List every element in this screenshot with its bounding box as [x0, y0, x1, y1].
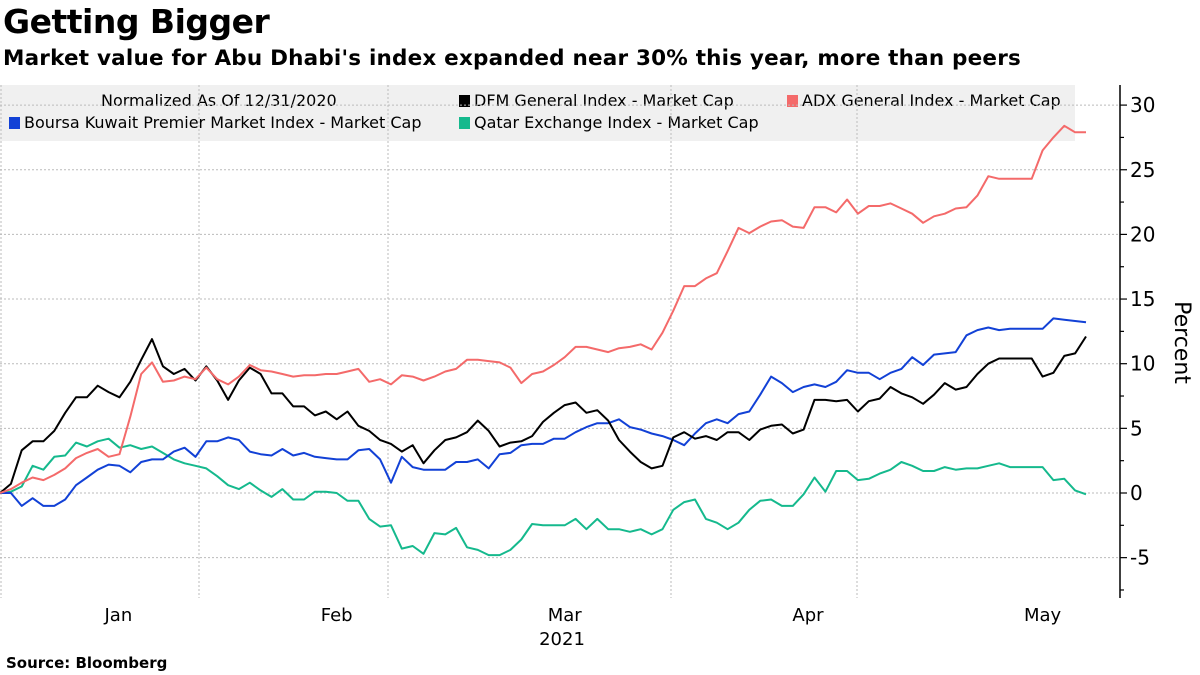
- legend-item-kuwait: Boursa Kuwait Premier Market Index - Mar…: [9, 113, 422, 132]
- legend-swatch-kuwait: [9, 116, 20, 129]
- x-tick-label: Jan: [103, 605, 132, 626]
- series-line-adx: [0, 124, 1086, 494]
- y-tick-label: 25: [1130, 158, 1155, 182]
- y-tick-label: 20: [1130, 222, 1155, 246]
- y-tick-label: -5: [1130, 546, 1150, 570]
- y-tick-label: 30: [1130, 93, 1155, 117]
- legend-item-qatar: Qatar Exchange Index - Market Cap: [459, 113, 759, 132]
- series-line-dfm: [0, 335, 1087, 494]
- series-line-boursa: [0, 317, 1087, 507]
- chart-subtitle: Market value for Abu Dhabi's index expan…: [3, 46, 1022, 71]
- chart-title: Getting Bigger: [3, 2, 270, 41]
- legend-swatch-dfm: [459, 94, 470, 107]
- series-line-qatar: [0, 437, 1087, 557]
- x-axis-year-label: 2021: [539, 629, 585, 650]
- legend-swatch-adx: [787, 94, 798, 107]
- y-tick-label: 0: [1130, 481, 1143, 505]
- legend-label-kuwait: Boursa Kuwait Premier Market Index - Mar…: [24, 113, 422, 132]
- x-tick-label: May: [1024, 605, 1062, 626]
- y-tick-label: 5: [1130, 416, 1143, 440]
- y-tick-label: 15: [1130, 287, 1155, 311]
- legend-swatch-qatar: [459, 116, 470, 129]
- x-tick-label: Mar: [548, 605, 583, 626]
- y-tick-label: 10: [1130, 352, 1155, 376]
- x-tick-label: Feb: [321, 605, 353, 626]
- legend-label-qatar: Qatar Exchange Index - Market Cap: [474, 113, 759, 132]
- y-axis-label: Percent: [1168, 301, 1194, 384]
- source-note: Source: Bloomberg: [6, 654, 168, 672]
- x-tick-label: Apr: [792, 605, 824, 626]
